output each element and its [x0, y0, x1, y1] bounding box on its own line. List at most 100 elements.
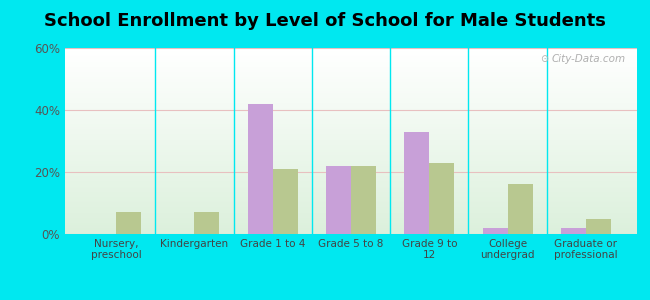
Bar: [65, 204, 637, 205]
Bar: [65, 129, 637, 130]
Bar: [65, 211, 637, 212]
Bar: [65, 199, 637, 200]
Bar: [65, 91, 637, 92]
Bar: [65, 52, 637, 53]
Bar: [65, 187, 637, 188]
Bar: [65, 113, 637, 114]
Bar: [65, 126, 637, 127]
Bar: [65, 141, 637, 142]
Bar: [65, 197, 637, 198]
Bar: [65, 127, 637, 128]
Bar: [65, 176, 637, 177]
Bar: [65, 163, 637, 164]
Bar: [65, 169, 637, 170]
Bar: [65, 143, 637, 144]
Bar: [65, 206, 637, 207]
Bar: [65, 232, 637, 233]
Bar: [65, 146, 637, 147]
Bar: [65, 149, 637, 150]
Bar: [65, 115, 637, 116]
Bar: [65, 92, 637, 93]
Bar: [65, 214, 637, 215]
Bar: [273, 169, 298, 234]
Bar: [429, 163, 454, 234]
Bar: [65, 82, 637, 83]
Bar: [65, 188, 637, 189]
Bar: [65, 66, 637, 67]
Bar: [65, 166, 637, 167]
Bar: [65, 61, 637, 62]
Bar: [65, 60, 637, 61]
Bar: [482, 228, 508, 234]
Bar: [65, 98, 637, 99]
Bar: [65, 132, 637, 133]
Bar: [65, 53, 637, 54]
Bar: [65, 72, 637, 73]
Bar: [65, 85, 637, 86]
Bar: [65, 78, 637, 79]
Bar: [65, 69, 637, 70]
Bar: [65, 215, 637, 216]
Bar: [65, 119, 637, 120]
Bar: [65, 145, 637, 146]
Bar: [65, 162, 637, 163]
Text: School Enrollment by Level of School for Male Students: School Enrollment by Level of School for…: [44, 12, 606, 30]
Bar: [351, 166, 376, 234]
Bar: [65, 200, 637, 202]
Bar: [65, 185, 637, 186]
Bar: [65, 159, 637, 160]
Bar: [65, 130, 637, 131]
Bar: [65, 230, 637, 231]
Bar: [65, 74, 637, 75]
Bar: [65, 93, 637, 94]
Bar: [65, 139, 637, 140]
Bar: [65, 77, 637, 78]
Bar: [65, 183, 637, 184]
Bar: [65, 156, 637, 157]
Bar: [65, 227, 637, 228]
Bar: [65, 217, 637, 218]
Bar: [65, 221, 637, 222]
Bar: [65, 231, 637, 232]
Bar: [65, 122, 637, 123]
Bar: [65, 220, 637, 221]
Bar: [65, 62, 637, 63]
Bar: [65, 56, 637, 57]
Bar: [326, 166, 351, 234]
Bar: [65, 167, 637, 168]
Bar: [65, 120, 637, 121]
Bar: [65, 209, 637, 210]
Bar: [65, 134, 637, 135]
Bar: [65, 57, 637, 58]
Bar: [65, 164, 637, 165]
Bar: [65, 180, 637, 181]
Bar: [65, 179, 637, 180]
Bar: [65, 107, 637, 108]
Bar: [65, 123, 637, 124]
Bar: [65, 142, 637, 143]
Bar: [65, 59, 637, 60]
Bar: [65, 172, 637, 173]
Bar: [65, 58, 637, 59]
Bar: [65, 182, 637, 183]
Bar: [65, 198, 637, 199]
Bar: [65, 70, 637, 71]
Bar: [65, 71, 637, 72]
Bar: [65, 103, 637, 104]
Bar: [65, 153, 637, 154]
Bar: [65, 84, 637, 85]
Bar: [65, 151, 637, 152]
Bar: [65, 165, 637, 166]
Bar: [65, 114, 637, 115]
Bar: [65, 193, 637, 194]
Bar: [65, 68, 637, 69]
Bar: [65, 82, 637, 83]
Bar: [65, 191, 637, 192]
Bar: [65, 112, 637, 113]
Bar: [65, 210, 637, 211]
Bar: [65, 100, 637, 101]
Bar: [65, 65, 637, 66]
Bar: [65, 224, 637, 225]
Bar: [586, 218, 611, 234]
Bar: [65, 75, 637, 76]
